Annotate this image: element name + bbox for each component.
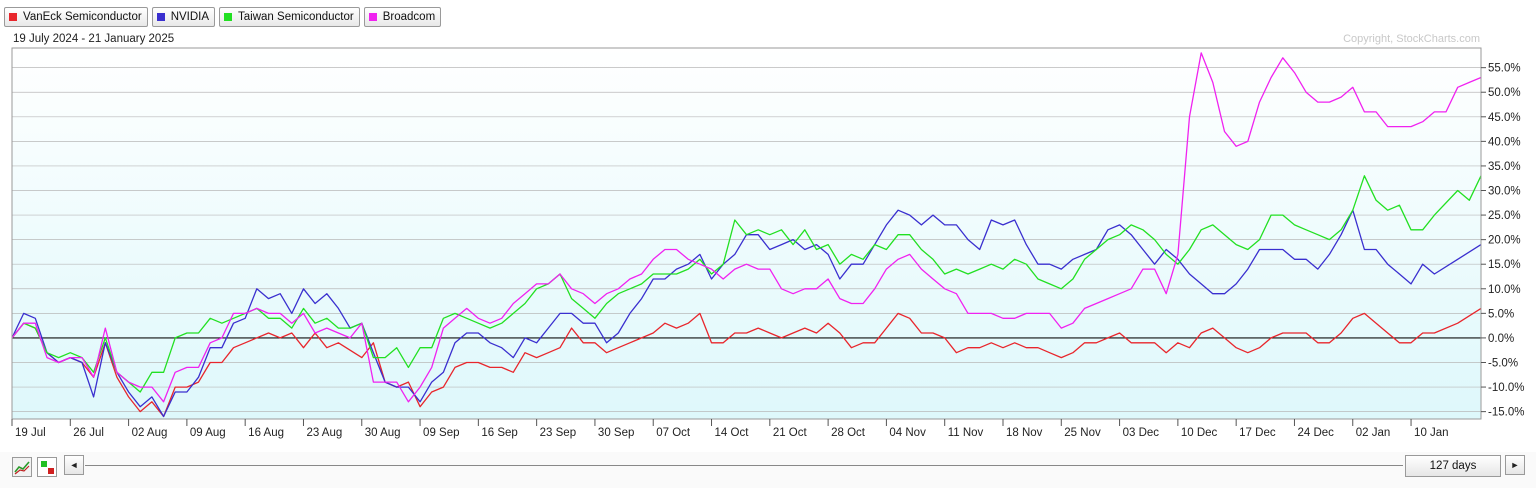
legend-item-nvidia[interactable]: NVIDIA xyxy=(151,7,216,27)
color-swatch-icon xyxy=(9,13,17,21)
x-tick-label: 14 Oct xyxy=(715,427,750,439)
plot-border xyxy=(11,47,1482,420)
series-line-broadcom xyxy=(11,52,1482,403)
scroll-left-button[interactable]: ◄ xyxy=(64,455,84,475)
scroll-controls xyxy=(0,452,1536,488)
y-tick-label: 55.0% xyxy=(1488,63,1521,75)
line-chart-icon[interactable] xyxy=(12,457,32,477)
gridlines xyxy=(12,67,1481,412)
y-axis: 55.0% 50.0% 45.0% 40.0% 35.0% 30.0% 25.0% 20.0%… xyxy=(1481,63,1524,419)
legend-label: Broadcom xyxy=(382,11,436,23)
copyright-label: Copyright, StockCharts.com xyxy=(1343,33,1480,45)
y-tick-label: 25.0% xyxy=(1488,210,1521,222)
x-tick-label: 10 Jan xyxy=(1414,427,1449,439)
x-tick-label: 07 Oct xyxy=(656,427,691,439)
x-tick-label: 23 Sep xyxy=(540,427,576,439)
x-tick-label: 21 Oct xyxy=(773,427,808,439)
scroll-track[interactable] xyxy=(85,465,1403,466)
performance-bar-icon-glyph xyxy=(41,461,54,474)
series-lines xyxy=(11,52,1482,418)
legend-item-taiwan-semiconductor[interactable]: Taiwan Semiconductor xyxy=(219,7,360,27)
x-tick-label: 26 Jul xyxy=(73,427,104,439)
x-tick-label: 09 Aug xyxy=(190,427,226,439)
color-swatch-icon xyxy=(224,13,233,21)
legend-label: VanEck Semiconductor xyxy=(23,11,142,23)
x-tick-label: 02 Jan xyxy=(1356,427,1391,439)
x-tick-label: 23 Aug xyxy=(306,427,342,439)
y-tick-label: 10.0% xyxy=(1488,284,1521,296)
y-tick-label: 35.0% xyxy=(1488,161,1521,173)
y-tick-label: 5.0% xyxy=(1488,308,1514,320)
date-range-label: 19 July 2024 - 21 January 2025 xyxy=(13,33,175,45)
y-tick-label: 15.0% xyxy=(1488,259,1521,271)
x-tick-label: 18 Nov xyxy=(1006,427,1043,439)
legend-label: Taiwan Semiconductor xyxy=(238,11,354,23)
y-tick-label: 20.0% xyxy=(1488,235,1521,247)
plot-area xyxy=(12,48,1481,419)
y-tick-label: 50.0% xyxy=(1488,87,1521,99)
x-tick-label: 24 Dec xyxy=(1297,427,1334,439)
x-tick-label: 10 Dec xyxy=(1181,427,1218,439)
series-line-vaneck-semiconductor xyxy=(11,307,1482,418)
x-tick-label: 03 Dec xyxy=(1123,427,1160,439)
x-tick-label: 28 Oct xyxy=(831,427,866,439)
x-tick-label: 25 Nov xyxy=(1064,427,1101,439)
y-tick-label: 0.0% xyxy=(1488,333,1514,345)
color-swatch-icon xyxy=(368,13,377,21)
x-tick-label: 02 Aug xyxy=(132,427,168,439)
performance-chart: 55.0% 50.0% 45.0% 40.0% 35.0% 30.0% 25.0% 20.0%… xyxy=(11,47,1524,439)
y-tick-label: 40.0% xyxy=(1488,136,1521,148)
x-tick-label: 04 Nov xyxy=(889,427,926,439)
x-tick-label: 16 Aug xyxy=(248,427,284,439)
x-tick-label: 30 Aug xyxy=(365,427,401,439)
y-tick-label: 45.0% xyxy=(1488,112,1521,124)
y-tick-label: 30.0% xyxy=(1488,186,1521,198)
x-tick-label: 11 Nov xyxy=(948,427,984,439)
y-tick-label: -10.0% xyxy=(1488,382,1524,394)
x-tick-label: 16 Sep xyxy=(481,427,517,439)
legend-label: NVIDIA xyxy=(170,11,210,23)
scroll-right-button[interactable]: ► xyxy=(1505,455,1525,475)
legend: VanEck Semiconductor NVIDIA Taiwan Semic… xyxy=(4,7,442,27)
performance-bar-icon[interactable] xyxy=(37,457,57,477)
y-tick-label: -5.0% xyxy=(1488,357,1518,369)
y-tick-label: -15.0% xyxy=(1488,407,1524,419)
color-swatch-icon xyxy=(156,13,165,21)
x-tick-label: 17 Dec xyxy=(1239,427,1276,439)
x-axis: 19 Jul 26 Jul 02 Aug 09 Aug 16 Aug 23 Aug 30 A… xyxy=(11,419,1449,439)
legend-item-vaneck[interactable]: VanEck Semiconductor xyxy=(4,7,148,27)
line-chart-icon-glyph xyxy=(14,461,30,475)
x-tick-label: 19 Jul xyxy=(15,427,46,439)
days-range-selector[interactable]: 127 days xyxy=(1405,455,1501,477)
x-tick-label: 09 Sep xyxy=(423,427,459,439)
series-line-nvidia xyxy=(11,209,1482,418)
legend-item-broadcom[interactable]: Broadcom xyxy=(363,7,442,27)
x-tick-label: 30 Sep xyxy=(598,427,634,439)
